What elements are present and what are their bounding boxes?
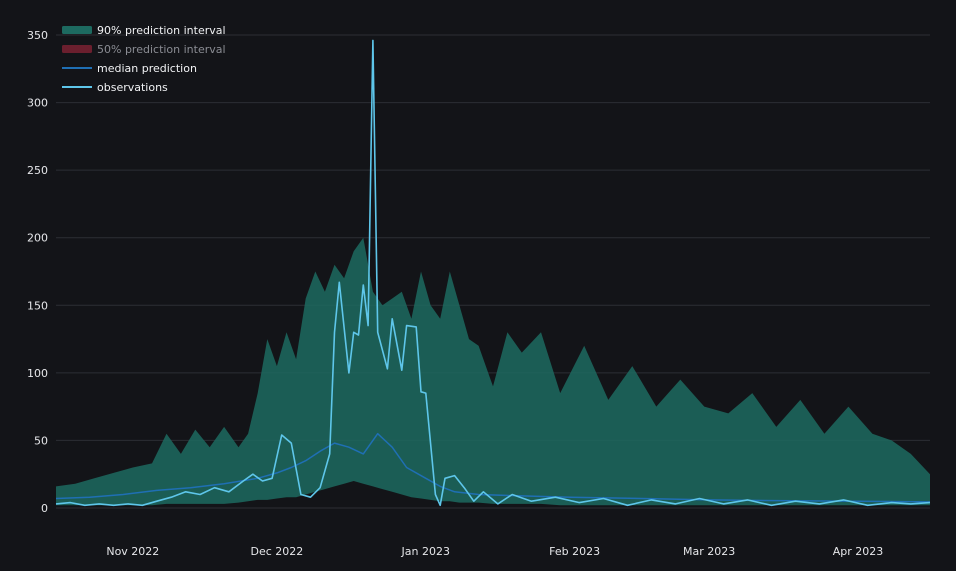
y-tick-label: 150 [27, 299, 48, 312]
legend-label-observations[interactable]: observations [97, 81, 168, 94]
series-median-prediction-line [55, 432, 931, 503]
x-tick-label: Nov 2022 [106, 545, 159, 558]
y-axis: 0 50 100 150 200 250 300 350 [27, 29, 48, 515]
x-tick-label: Jan 2023 [401, 545, 450, 558]
legend: 90% prediction interval 50% prediction in… [62, 24, 226, 94]
x-tick-label: Apr 2023 [833, 545, 884, 558]
y-tick-label: 300 [27, 97, 48, 110]
plot-area [55, 39, 931, 507]
y-tick-label: 0 [41, 502, 48, 515]
x-tick-label: Feb 2023 [549, 545, 600, 558]
y-tick-label: 200 [27, 232, 48, 245]
series-observations-line [55, 39, 931, 507]
x-axis: Nov 2022 Dec 2022 Jan 2023 Feb 2023 Mar 2023… [106, 545, 883, 558]
y-tick-label: 350 [27, 29, 48, 42]
legend-swatch-interval50 [62, 45, 92, 53]
x-tick-label: Dec 2022 [251, 545, 304, 558]
legend-label-interval90[interactable]: 90% prediction interval [97, 24, 226, 37]
legend-label-median[interactable]: median prediction [97, 62, 197, 75]
y-tick-label: 50 [34, 434, 48, 447]
y-tick-label: 250 [27, 164, 48, 177]
x-tick-label: Mar 2023 [683, 545, 735, 558]
legend-swatch-interval90 [62, 26, 92, 34]
band-90-prediction-interval [56, 237, 930, 506]
y-tick-label: 100 [27, 367, 48, 380]
legend-label-interval50[interactable]: 50% prediction interval [97, 43, 226, 56]
